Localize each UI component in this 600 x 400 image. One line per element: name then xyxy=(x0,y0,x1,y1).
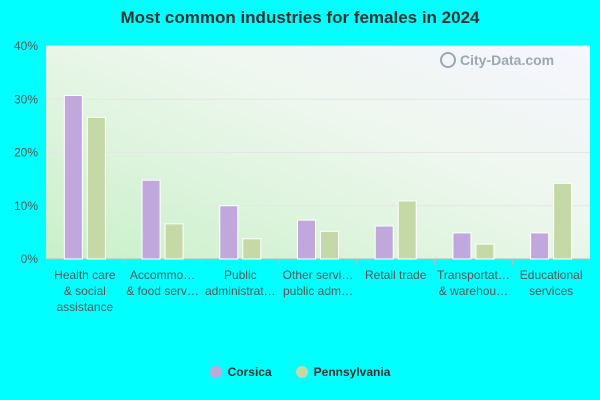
bar-pennsylvania[interactable] xyxy=(320,230,339,260)
x-tick-label: services xyxy=(529,284,573,298)
x-tick-label: Retail trade xyxy=(365,268,427,282)
bar-corsica[interactable] xyxy=(374,225,394,260)
bar-pennsylvania[interactable] xyxy=(164,223,184,260)
legend-swatch-pennsylvania xyxy=(295,366,308,378)
y-tick-label: 10% xyxy=(14,199,38,213)
bar-pennsylvania[interactable] xyxy=(553,182,573,260)
legend-item-pennsylvania: Pennsylvania xyxy=(295,365,390,379)
chart-title: Most common industries for females in 20… xyxy=(120,8,480,27)
bar-pennsylvania[interactable] xyxy=(86,116,106,260)
bar-corsica[interactable] xyxy=(297,219,316,260)
bar-pennsylvania[interactable] xyxy=(242,238,262,260)
bar-corsica[interactable] xyxy=(530,232,550,260)
x-tick-label: Public xyxy=(224,268,257,282)
y-tick-label: 20% xyxy=(14,146,38,160)
y-tick-label: 0% xyxy=(21,252,39,266)
bar-corsica[interactable] xyxy=(141,179,161,260)
x-tick-label: Educational xyxy=(520,268,583,282)
x-tick-label: Accommo… xyxy=(130,268,195,282)
bar-corsica[interactable] xyxy=(219,205,239,260)
bar-pennsylvania[interactable] xyxy=(475,243,495,260)
y-tick-label: 40% xyxy=(14,39,38,53)
x-tick-label: assistance xyxy=(57,300,114,314)
bar-pennsylvania[interactable] xyxy=(397,200,417,260)
watermark: City-Data.com xyxy=(440,52,554,68)
legend-item-corsica: Corsica xyxy=(209,365,272,379)
bar-corsica[interactable] xyxy=(63,95,83,260)
x-tick-label: & social xyxy=(64,284,106,298)
x-tick-label: Health care xyxy=(54,268,116,282)
y-tick-label: 30% xyxy=(14,92,38,106)
x-tick-label: Transportat… xyxy=(437,268,510,282)
x-tick-label: public adm… xyxy=(283,284,353,298)
bar-corsica[interactable] xyxy=(452,232,472,260)
x-tick-label: Other servi… xyxy=(283,268,354,282)
x-tick-label: & warehou… xyxy=(439,284,508,298)
magnifier-icon xyxy=(440,52,456,68)
x-tick-label: & food serv… xyxy=(126,284,199,298)
legend: Corsica Pennsylvania xyxy=(0,365,600,379)
legend-swatch-corsica xyxy=(209,366,222,378)
x-tick-label: administrat… xyxy=(205,284,276,298)
